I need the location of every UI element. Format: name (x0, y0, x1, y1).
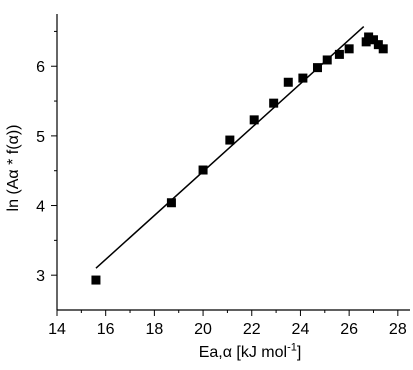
data-point (312, 63, 322, 73)
data-point (249, 115, 259, 125)
data-point (322, 55, 332, 65)
y-tick-label: 6 (36, 59, 45, 76)
data-point (225, 135, 235, 145)
axes: 14 16 18 20 22 24 26 28 3 4 5 6 (36, 14, 410, 338)
data-point (378, 44, 388, 54)
data-point (283, 77, 293, 87)
data-point (368, 35, 378, 45)
x-tick-label: 16 (97, 321, 115, 338)
y-tick-label: 4 (36, 199, 45, 216)
data-point (269, 98, 279, 108)
x-tick-label: 20 (194, 321, 212, 338)
x-tick-label: 24 (292, 321, 310, 338)
data-point (373, 40, 383, 50)
data-point (298, 73, 308, 83)
y-tick-label: 3 (36, 268, 45, 285)
x-tick-label: 28 (389, 321, 407, 338)
data-point (344, 44, 354, 54)
data-point (334, 49, 344, 59)
data-points (91, 32, 388, 285)
data-point (166, 198, 176, 208)
x-axis-title-exponent: -1 (287, 342, 297, 354)
data-point (364, 32, 374, 42)
x-tick-label: 22 (243, 321, 261, 338)
y-tick-label: 5 (36, 129, 45, 146)
x-tick-label: 18 (145, 321, 163, 338)
data-point (198, 165, 208, 175)
y-axis-title: ln (Aα * f(α)) (5, 125, 22, 212)
x-tick-label: 26 (340, 321, 358, 338)
x-axis-title: Ea,α [kJ mol-1] (199, 342, 302, 362)
data-point (361, 37, 371, 47)
x-axis-title-text: Ea,α [kJ mol-1] (198, 342, 302, 362)
x-tick-label: 14 (48, 321, 66, 338)
data-point (91, 275, 101, 285)
